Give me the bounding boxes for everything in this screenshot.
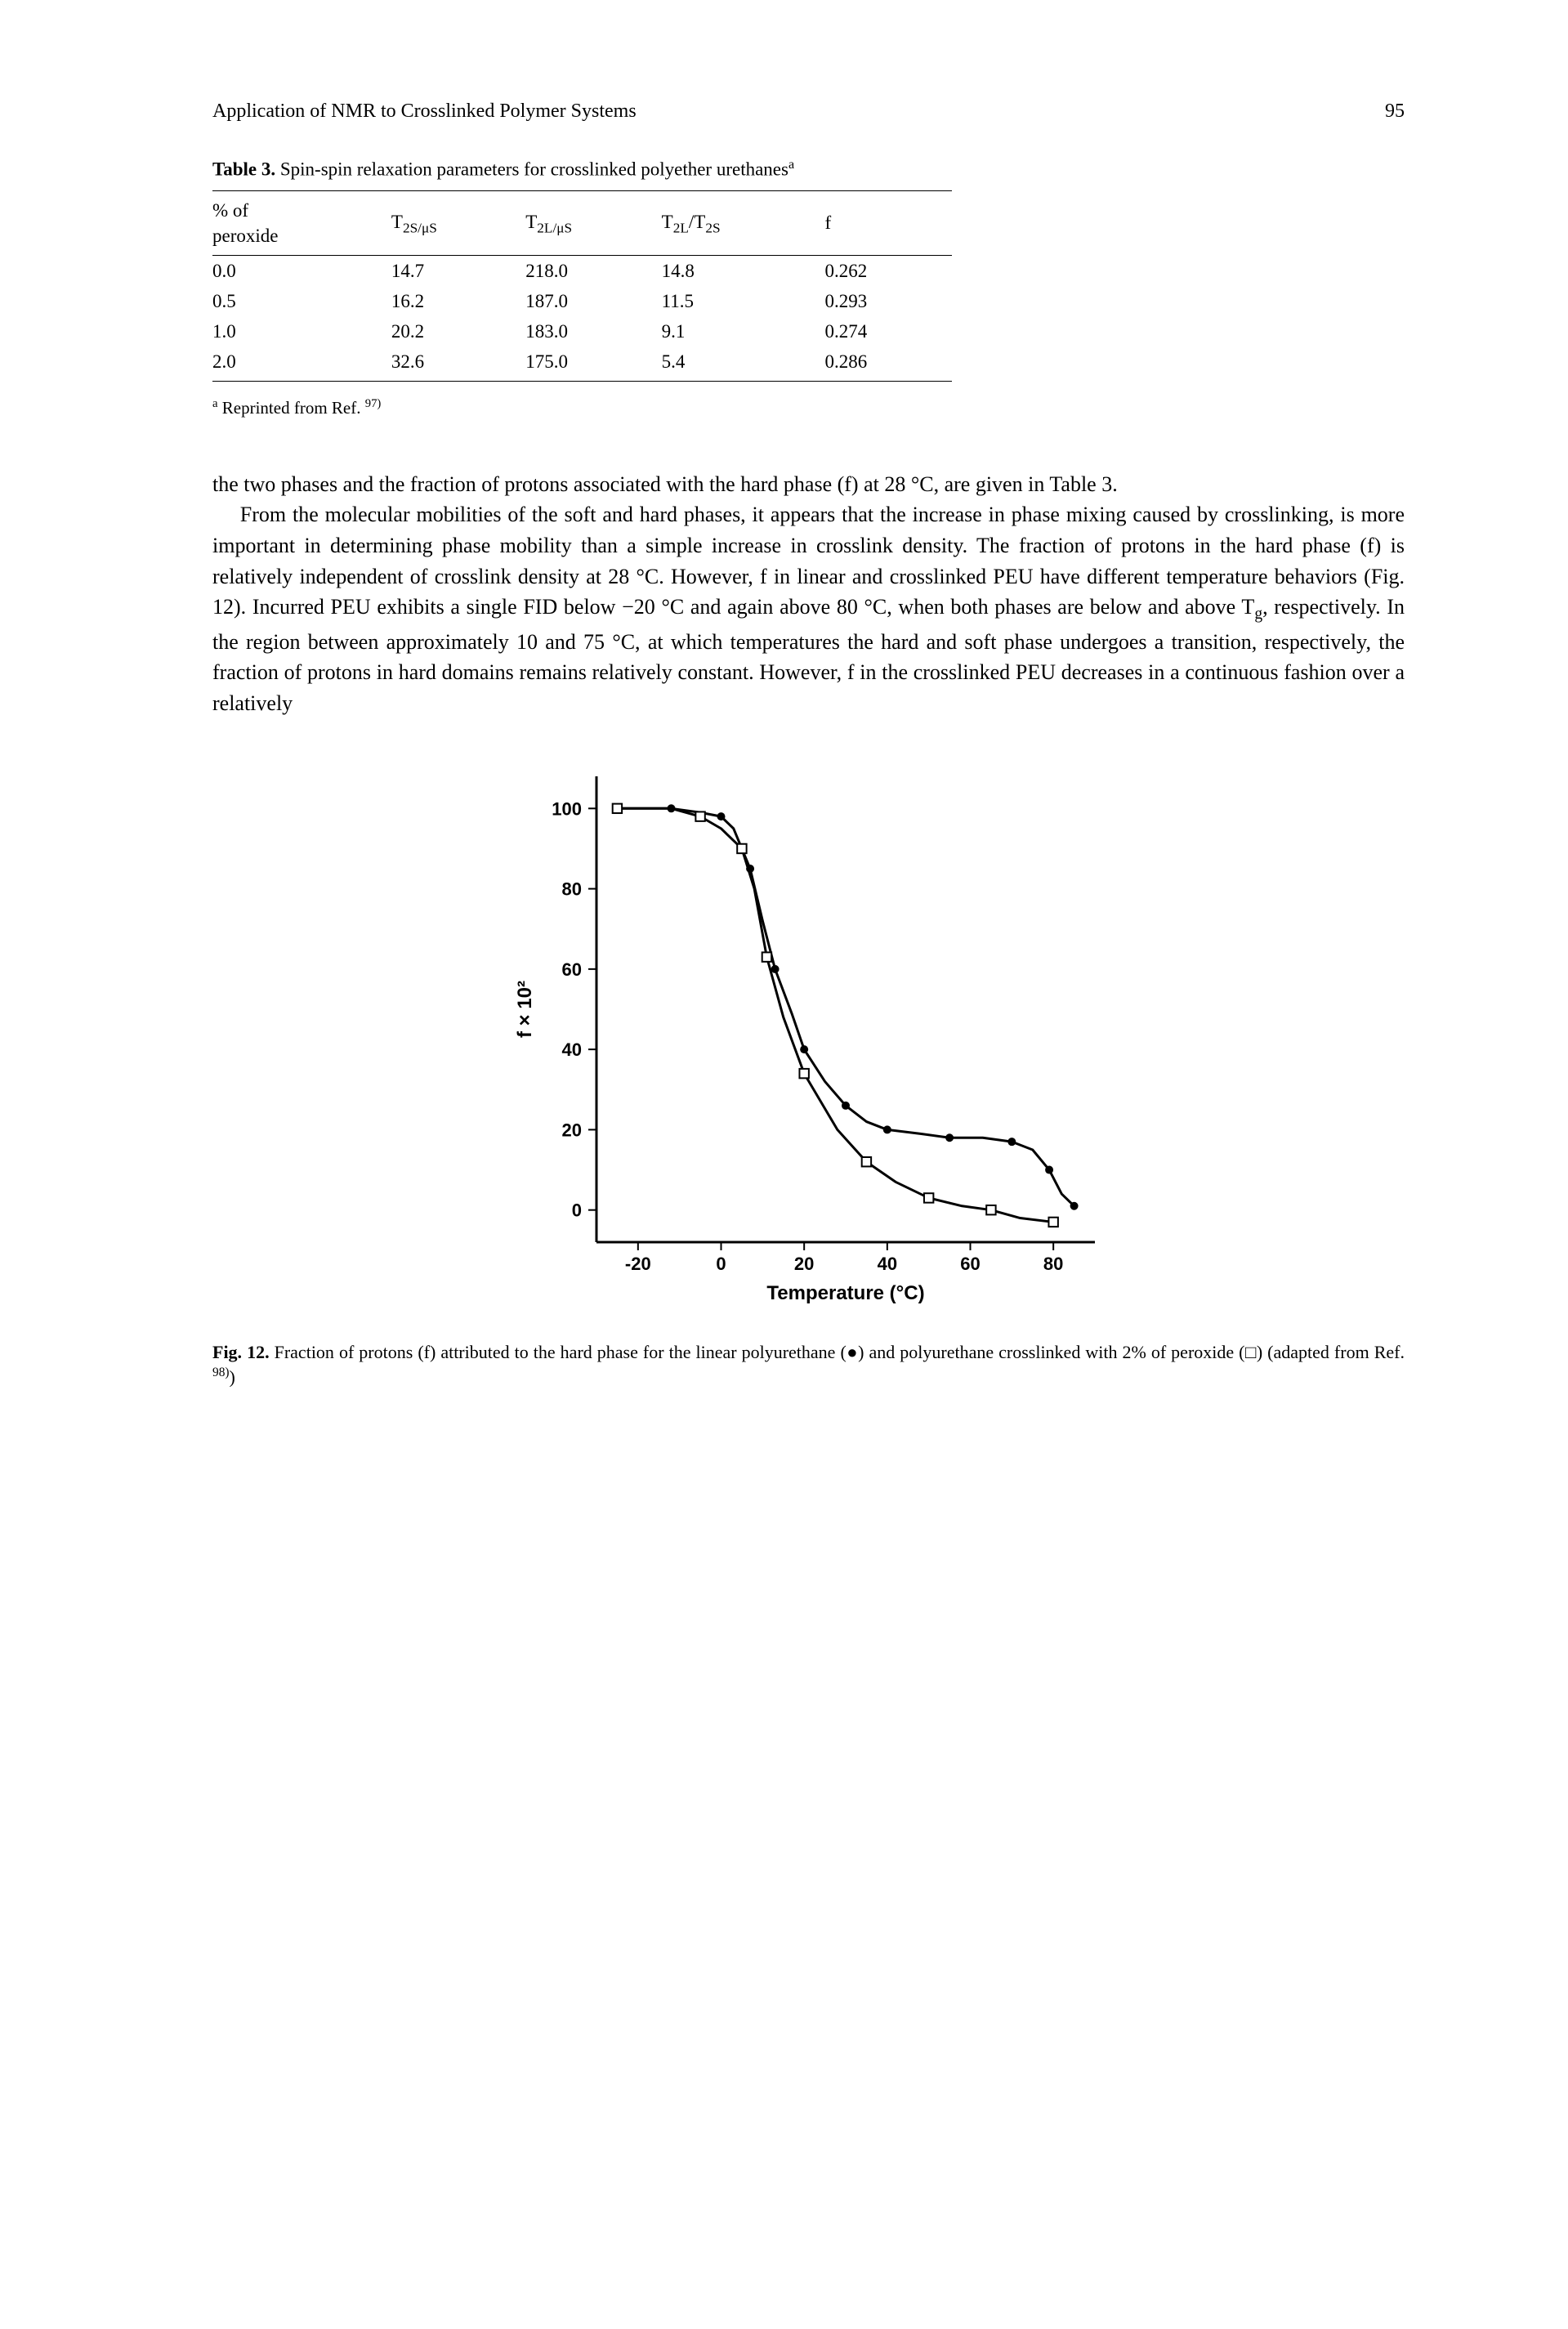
figure-label: Fig. 12. — [212, 1342, 270, 1362]
svg-text:20: 20 — [561, 1120, 581, 1140]
svg-text:60: 60 — [561, 959, 581, 980]
svg-text:80: 80 — [1043, 1254, 1062, 1274]
svg-text:-20: -20 — [624, 1254, 650, 1274]
svg-text:40: 40 — [561, 1039, 581, 1060]
body-text: the two phases and the fraction of proto… — [212, 469, 1405, 719]
data-table: % ofperoxideT2S/μST2L/μST2L/T2Sf 0.014.7… — [212, 190, 952, 382]
table-cell: 175.0 — [525, 346, 661, 382]
table-cell: 16.2 — [391, 286, 525, 316]
table-cell: 9.1 — [662, 316, 825, 346]
table-cell: 218.0 — [525, 256, 661, 287]
figure-caption: Fig. 12. Fraction of protons (f) attribu… — [212, 1340, 1405, 1389]
table-cell: 187.0 — [525, 286, 661, 316]
table-cell: 14.7 — [391, 256, 525, 287]
table-3: Table 3. Spin-spin relaxation parameters… — [212, 157, 952, 382]
table-header: f — [824, 190, 951, 255]
figure-12: 0 20 40 60 80 100 -20 0 20 40 60 80 f × 10² Temperatu… — [498, 760, 1119, 1316]
table-cell: 0.274 — [824, 316, 951, 346]
table-cell: 0.293 — [824, 286, 951, 316]
table-cell: 1.0 — [212, 316, 391, 346]
figure-caption-text: Fraction of protons (f) attributed to th… — [275, 1342, 1405, 1362]
table-row: 1.020.2183.09.10.274 — [212, 316, 952, 346]
table-caption: Table 3. Spin-spin relaxation parameters… — [212, 157, 952, 182]
table-cell: 5.4 — [662, 346, 825, 382]
table-cell: 183.0 — [525, 316, 661, 346]
table-cell: 0.5 — [212, 286, 391, 316]
svg-text:f × 10²: f × 10² — [514, 981, 536, 1038]
footnote-text: Reprinted from Ref. — [222, 398, 361, 418]
table-cell: 0.262 — [824, 256, 951, 287]
paragraph-2: From the molecular mobilities of the sof… — [212, 499, 1405, 719]
table-caption-text: Spin-spin relaxation parameters for cros… — [280, 159, 788, 180]
svg-text:100: 100 — [552, 798, 582, 819]
table-row: 0.014.7218.014.80.262 — [212, 256, 952, 287]
table-footnote: a Reprinted from Ref. 97) — [212, 396, 952, 419]
running-head: Application of NMR to Crosslinked Polyme… — [212, 98, 637, 124]
table-cell: 0.0 — [212, 256, 391, 287]
svg-text:80: 80 — [561, 878, 581, 899]
svg-text:Temperature (°C): Temperature (°C) — [766, 1282, 924, 1304]
table-header: % ofperoxide — [212, 190, 391, 255]
figure-close: ) — [230, 1366, 235, 1387]
page-number: 95 — [1385, 98, 1405, 124]
svg-text:20: 20 — [793, 1254, 813, 1274]
footnote-sup: a — [212, 397, 218, 410]
table-header: T2L/μS — [525, 190, 661, 255]
chart-svg: 0 20 40 60 80 100 -20 0 20 40 60 80 f × 10² Temperatu… — [498, 760, 1119, 1316]
table-cell: 14.8 — [662, 256, 825, 287]
svg-text:60: 60 — [960, 1254, 980, 1274]
table-row: 0.516.2187.011.50.293 — [212, 286, 952, 316]
table-header: T2S/μS — [391, 190, 525, 255]
svg-text:0: 0 — [716, 1254, 726, 1274]
svg-text:0: 0 — [571, 1200, 581, 1221]
table-row: 2.032.6175.05.40.286 — [212, 346, 952, 382]
table-cell: 2.0 — [212, 346, 391, 382]
paragraph-1: the two phases and the fraction of proto… — [212, 469, 1405, 500]
table-cell: 32.6 — [391, 346, 525, 382]
figure-ref: 98) — [212, 1366, 230, 1379]
table-cell: 11.5 — [662, 286, 825, 316]
table-cell: 0.286 — [824, 346, 951, 382]
svg-text:40: 40 — [877, 1254, 896, 1274]
table-label: Table 3. — [212, 159, 275, 180]
table-cell: 20.2 — [391, 316, 525, 346]
page-header: Application of NMR to Crosslinked Polyme… — [212, 98, 1405, 124]
footnote-ref: 97) — [365, 397, 382, 410]
table-header: T2L/T2S — [662, 190, 825, 255]
table-caption-sup: a — [788, 158, 794, 172]
